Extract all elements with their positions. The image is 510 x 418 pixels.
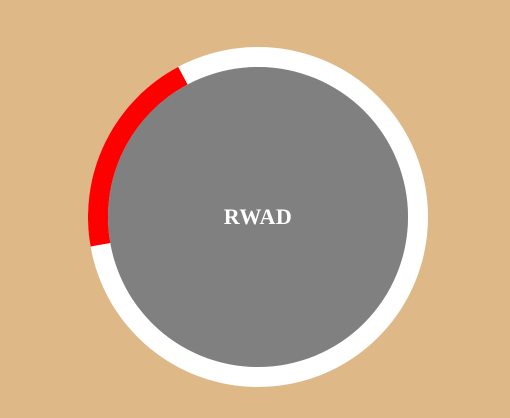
circular-timer: RWAD: [88, 47, 428, 387]
timer-ring-svg: [88, 47, 428, 387]
progress-arc: [88, 66, 188, 247]
timer-face: [108, 67, 408, 367]
